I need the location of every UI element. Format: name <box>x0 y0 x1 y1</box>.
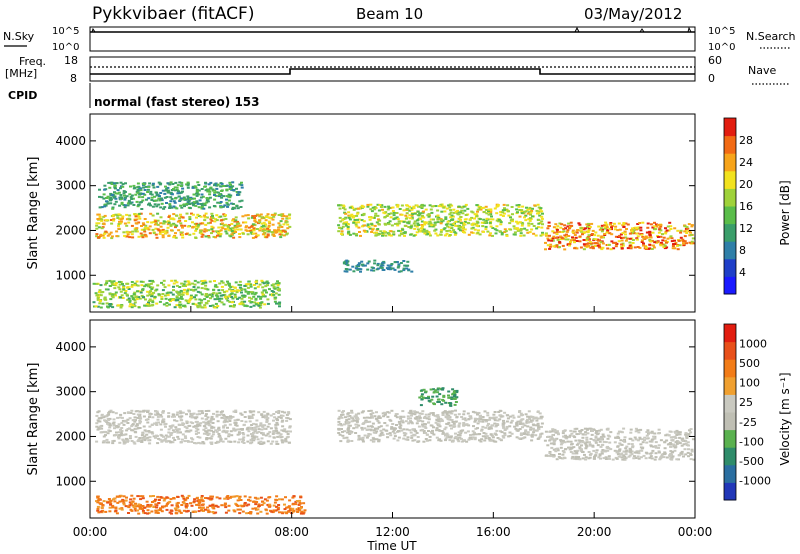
power-colorbar-segment <box>724 153 736 172</box>
nave-label: Nave <box>748 64 776 77</box>
cpid-text: normal (fast stereo) 153 <box>94 95 260 109</box>
time-xlabel: Time UT <box>366 539 417 553</box>
nsearch-tick-bottom: 10^0 <box>708 42 735 53</box>
velocity-echo-band <box>543 427 696 461</box>
time-tick-label: 08:00 <box>274 525 309 539</box>
power-colorbar-segment <box>724 135 736 154</box>
velocity-colorbar-tick-label: 1000 <box>739 338 767 351</box>
power-y-axis: 1000 2000 3000 4000 <box>55 134 695 282</box>
power-ytick-label: 1000 <box>55 268 86 282</box>
power-ytick-label: 4000 <box>55 134 86 148</box>
power-colorbar-tick-label: 4 <box>739 266 746 279</box>
velocity-colorbar-segment <box>724 464 736 483</box>
time-tick-label: 00:00 <box>678 525 713 539</box>
power-colorbar-segment <box>724 118 736 137</box>
time-tick-label: 00:00 <box>73 525 108 539</box>
power-echo-band <box>98 181 244 210</box>
power-colorbar-segment <box>724 223 736 242</box>
power-echo-band <box>92 279 282 309</box>
power-echo-band <box>95 212 292 240</box>
freq-tick-top: 18 <box>64 54 78 67</box>
power-colorbar-segment <box>724 206 736 225</box>
velocity-echo-band <box>95 409 292 445</box>
power-colorbar: 28 24 20 16 12 8 4 <box>723 117 753 295</box>
velocity-colorbar-segment <box>724 341 736 360</box>
nsky-tick-bottom: 10^0 <box>52 42 79 53</box>
date-title: 03/May/2012 <box>584 5 682 23</box>
beam-title: Beam 10 <box>356 5 423 23</box>
nsearch-label: N.Search <box>746 30 796 43</box>
velocity-colorbar-segment <box>724 359 736 378</box>
nave-tick-top: 60 <box>708 54 722 67</box>
velocity-ytick-label: 4000 <box>55 340 86 354</box>
power-colorbar-segment <box>724 241 736 260</box>
power-colorbar-segment <box>724 188 736 207</box>
power-echo-band <box>544 221 696 251</box>
velocity-colorbar: 1000 500 100 25 -25 -100 -500 -1000 <box>723 323 771 501</box>
velocity-colorbar-label: Velocity [m s⁻¹] <box>778 372 792 465</box>
power-echo-layer <box>92 181 696 309</box>
freq-tick-bottom: 8 <box>70 72 77 85</box>
power-colorbar-tick-label: 16 <box>739 200 753 213</box>
power-colorbar-tick-label: 28 <box>739 134 753 147</box>
velocity-colorbar-tick-label: 100 <box>739 377 760 390</box>
freq-unit: [MHz] <box>5 67 37 80</box>
nsearch-tick-top: 10^5 <box>708 26 735 37</box>
power-ytick-label: 2000 <box>55 223 86 237</box>
power-colorbar-segment <box>724 258 736 277</box>
time-tick-label: 12:00 <box>375 525 410 539</box>
velocity-ytick-label: 3000 <box>55 385 86 399</box>
cpid-panel: CPID normal (fast stereo) 153 <box>8 83 260 109</box>
velocity-ytick-label: 1000 <box>55 474 86 488</box>
time-x-axis: 00:00 04:00 08:00 12:00 16:00 20:00 00:00 <box>73 306 713 539</box>
nsky-panel: N.Sky 10^5 10^0 N.Search 10^5 10^0 <box>3 26 796 53</box>
power-ytick-label: 3000 <box>55 179 86 193</box>
nsky-label: N.Sky <box>3 30 35 43</box>
power-colorbar-label: Power [dB] <box>778 180 792 245</box>
velocity-colorbar-segment <box>724 394 736 413</box>
velocity-echo-band <box>337 409 544 443</box>
velocity-colorbar-segment <box>724 376 736 395</box>
power-echo-band <box>342 259 414 273</box>
time-tick-label: 20:00 <box>577 525 612 539</box>
velocity-colorbar-tick-label: 25 <box>739 396 753 409</box>
velocity-colorbar-segment <box>724 482 736 501</box>
power-colorbar-tick-label: 20 <box>739 178 753 191</box>
power-colorbar-tick-label: 12 <box>739 222 753 235</box>
velocity-colorbar-tick-label: 500 <box>739 357 760 370</box>
power-colorbar-tick-label: 24 <box>739 156 753 169</box>
power-colorbar-segment <box>724 276 736 295</box>
freq-panel: Freq. [MHz] 18 8 Nave 60 0 <box>5 54 790 85</box>
time-tick-label: 16:00 <box>476 525 511 539</box>
velocity-colorbar-tick-label: -1000 <box>739 474 771 487</box>
power-echo-band <box>337 203 545 237</box>
power-colorbar-segment <box>724 170 736 189</box>
nsky-tick-top: 10^5 <box>52 26 79 37</box>
velocity-colorbar-segment <box>724 412 736 431</box>
velocity-ylabel: Slant Range [km] <box>26 363 41 476</box>
station-title: Pykkvibaer (fitACF) <box>92 4 254 24</box>
time-tick-label: 04:00 <box>174 525 209 539</box>
velocity-y-axis: 1000 2000 3000 4000 <box>55 340 695 488</box>
velocity-colorbar-tick-label: -25 <box>739 416 757 429</box>
velocity-colorbar-segment <box>724 429 736 448</box>
power-panel: 1000 2000 3000 4000 Slant Range [km] 28 24 20… <box>26 113 792 313</box>
velocity-colorbar-segment <box>724 447 736 466</box>
velocity-colorbar-segment <box>724 324 736 343</box>
velocity-ytick-label: 2000 <box>55 429 86 443</box>
velocity-echo-band <box>95 494 307 515</box>
cpid-label: CPID <box>8 89 37 102</box>
velocity-echo-layer <box>95 387 696 515</box>
velocity-colorbar-tick-label: -500 <box>739 455 764 468</box>
power-colorbar-tick-label: 8 <box>739 244 746 257</box>
power-ylabel: Slant Range [km] <box>26 157 41 270</box>
velocity-panel: 1000 2000 3000 4000 Slant Range [km] 1000 50… <box>26 319 792 519</box>
velocity-echo-band <box>418 387 459 407</box>
freq-label: Freq. <box>19 55 46 68</box>
nave-tick-bottom: 0 <box>708 72 715 85</box>
velocity-colorbar-tick-label: -100 <box>739 435 764 448</box>
